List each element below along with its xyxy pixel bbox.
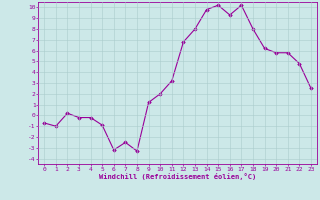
X-axis label: Windchill (Refroidissement éolien,°C): Windchill (Refroidissement éolien,°C) <box>99 173 256 180</box>
